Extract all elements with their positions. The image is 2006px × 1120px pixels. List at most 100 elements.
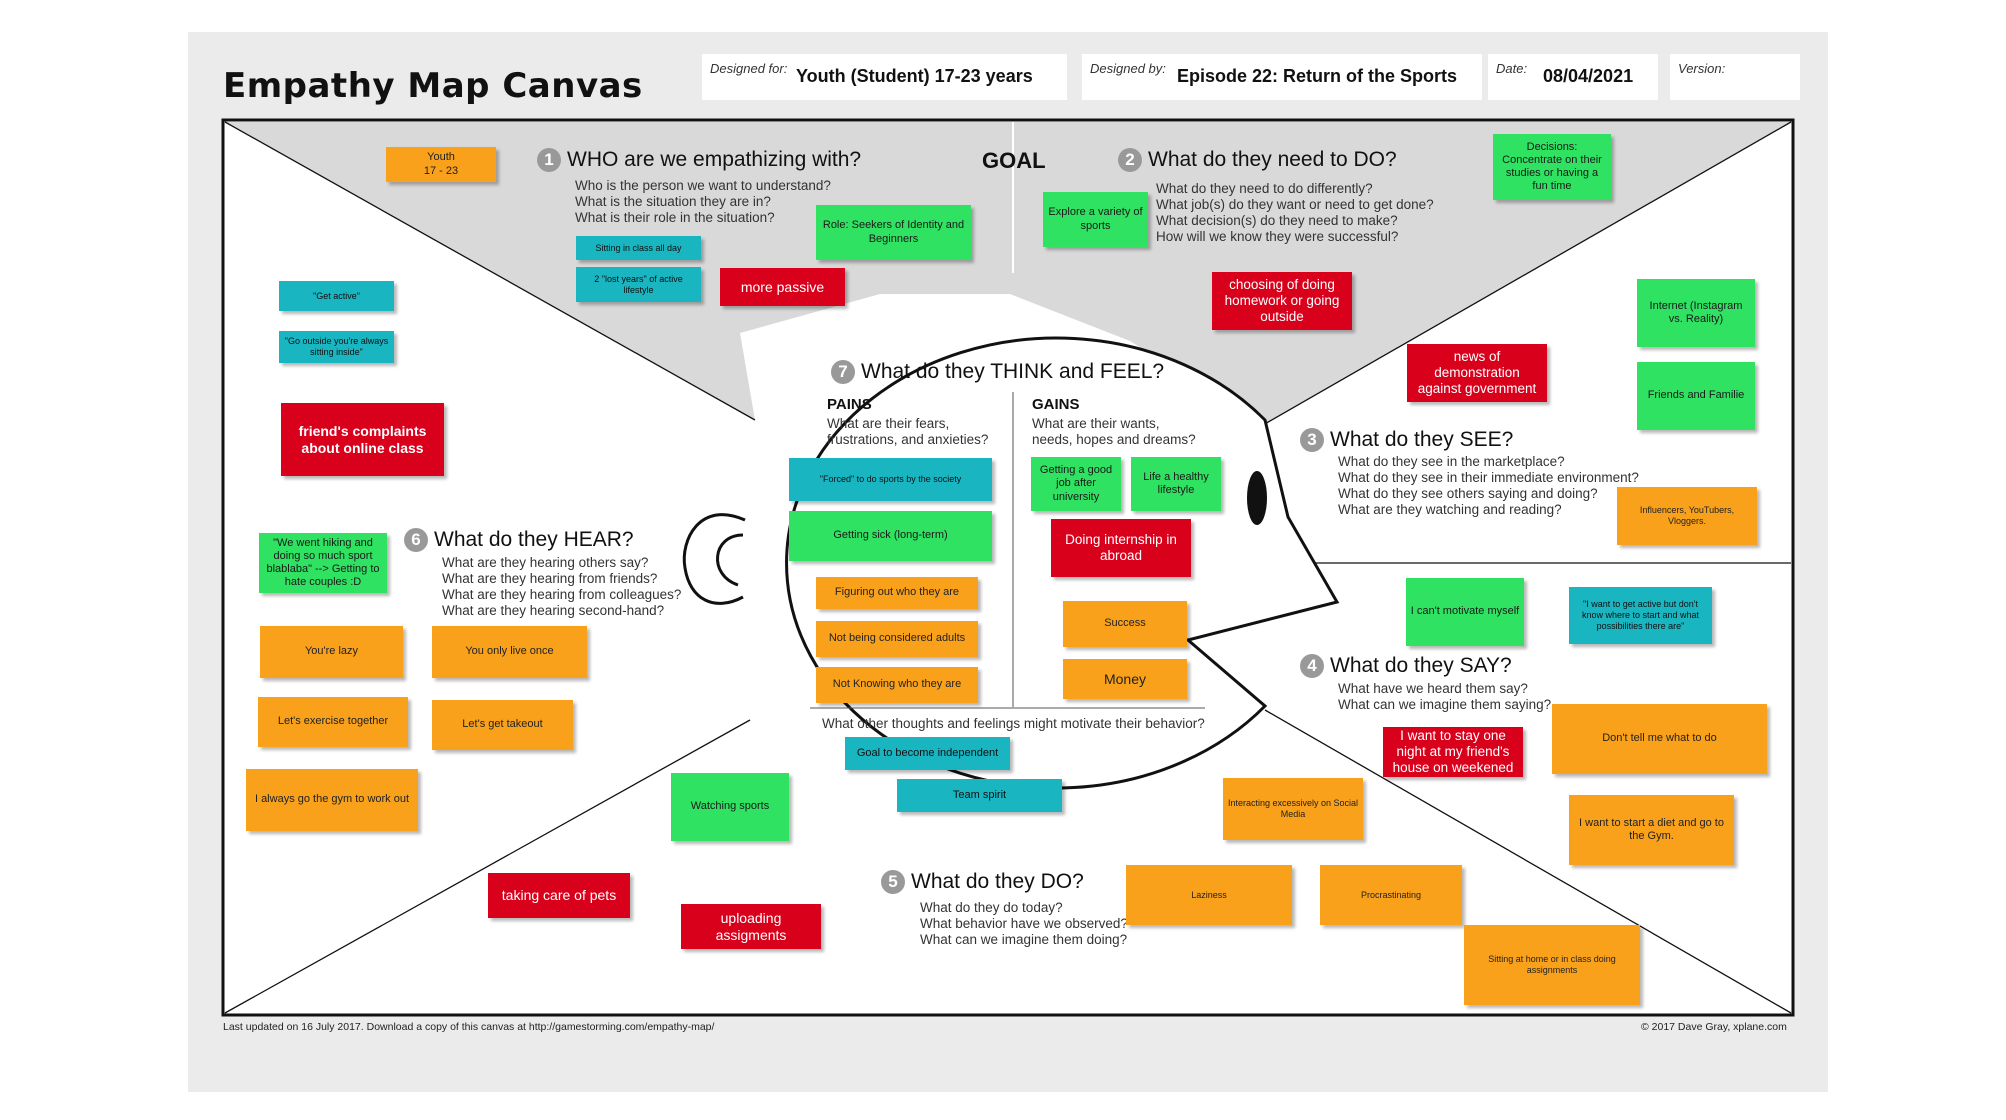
sticky-note[interactable]: Sitting at home or in class doing assign… (1464, 925, 1640, 1005)
sticky-note[interactable]: Watching sports (671, 773, 789, 841)
question: What can we imagine them doing? (920, 932, 1128, 947)
section-title: What do they DO? (911, 870, 1084, 893)
section-number: 1 (537, 148, 561, 172)
section-title: What do they SEE? (1330, 428, 1514, 451)
question: needs, hopes and dreams? (1032, 432, 1196, 447)
section-number: 2 (1118, 148, 1142, 172)
question: What are they watching and reading? (1338, 502, 1562, 517)
sticky-note[interactable]: "Get active" (279, 281, 394, 311)
sticky-note[interactable]: Explore a variety of sports (1043, 192, 1148, 247)
head-eye (1247, 471, 1267, 525)
need-questions: What do they need to do differently? Wha… (1156, 181, 1434, 245)
sticky-note[interactable]: Getting sick (long-term) (789, 511, 992, 561)
designed-by-field[interactable]: Designed by: Episode 22: Return of the S… (1082, 54, 1482, 100)
diagonal-top-left (224, 121, 756, 421)
sticky-note[interactable]: Don't tell me what to do (1552, 704, 1767, 774)
sticky-note[interactable]: I can't motivate myself (1406, 578, 1524, 646)
sticky-note[interactable]: taking care of pets (488, 873, 630, 918)
board-border (221, 118, 1795, 1017)
designed-for-field[interactable]: Designed for: Youth (Student) 17-23 year… (702, 54, 1067, 100)
sticky-note[interactable]: "Forced" to do sports by the society (789, 458, 992, 501)
sticky-note[interactable]: I always go the gym to work out (246, 769, 418, 831)
sticky-note[interactable]: Team spirit (897, 779, 1062, 812)
footer-right: © 2017 Dave Gray, xplane.com (1641, 1021, 1787, 1033)
date-field[interactable]: Date: 08/04/2021 (1488, 54, 1658, 100)
question: What behavior have we observed? (920, 916, 1128, 931)
question: What are they hearing from colleagues? (442, 587, 682, 602)
motivate-question: What other thoughts and feelings might m… (822, 716, 1205, 731)
sticky-note[interactable]: I want to start a diet and go to the Gym… (1569, 795, 1734, 865)
section-number: 4 (1300, 654, 1324, 678)
section-number: 7 (831, 360, 855, 384)
sticky-note[interactable]: news of demonstration against government (1407, 344, 1547, 402)
pains-title: PAINS (827, 396, 872, 413)
section-think-feel: 7 What do they THINK and FEEL? (831, 360, 1164, 384)
sticky-note[interactable]: "I want to get active but don't know whe… (1569, 587, 1712, 644)
version-field[interactable]: Version: (1670, 54, 1800, 100)
question: What do they see others saying and doing… (1338, 486, 1598, 501)
sticky-note[interactable]: Internet (Instagram vs. Reality) (1637, 279, 1755, 347)
sticky-note[interactable]: You only live once (432, 626, 587, 678)
sticky-note[interactable]: Success (1063, 601, 1187, 647)
sticky-note[interactable]: Life a healthy lifestyle (1131, 457, 1221, 511)
sticky-note[interactable]: uploading assigments (681, 904, 821, 949)
section-title: What do they HEAR? (434, 528, 634, 551)
sticky-note[interactable]: Not Knowing who they are (816, 667, 978, 703)
question: What do they see in their immediate envi… (1338, 470, 1639, 485)
question: What have we heard them say? (1338, 681, 1528, 696)
sticky-note[interactable]: 2 "lost years" of active lifestyle (576, 267, 701, 302)
question: What do they need to do differently? (1156, 181, 1373, 196)
sticky-note[interactable]: more passive (720, 268, 845, 306)
sticky-note[interactable]: Money (1063, 659, 1187, 699)
question: What are their fears, (827, 416, 950, 431)
sticky-note[interactable]: Friends and Familie (1637, 362, 1755, 430)
hear-questions: What are they hearing others say? What a… (442, 555, 681, 619)
sticky-note[interactable]: I want to stay one night at my friend's … (1383, 727, 1523, 777)
section-title: What do they SAY? (1330, 654, 1512, 677)
say-questions: What have we heard them say? What can we… (1338, 681, 1551, 713)
sticky-note[interactable]: Procrastinating (1320, 865, 1462, 925)
diagonal-bottom-left (224, 719, 751, 1014)
sticky-note[interactable]: You're lazy (260, 626, 403, 678)
sticky-note[interactable]: Youth 17 - 23 (386, 147, 496, 182)
question: What are they hearing from friends? (442, 571, 658, 586)
sticky-note[interactable]: Let's get takeout (432, 700, 573, 750)
sticky-note[interactable]: Influencers, YouTubers, Vloggers. (1617, 487, 1757, 545)
section-say: 4 What do they SAY? (1300, 654, 1512, 678)
question: What do they see in the marketplace? (1338, 454, 1565, 469)
footer-left: Last updated on 16 July 2017. Download a… (223, 1021, 715, 1033)
section-number: 3 (1300, 428, 1324, 452)
sticky-note[interactable]: friend's complaints about online class (281, 403, 444, 476)
question: Who is the person we want to understand? (575, 178, 831, 193)
gains-title: GAINS (1032, 396, 1080, 413)
designed-by-value: Episode 22: Return of the Sports (1177, 66, 1458, 86)
sticky-note[interactable]: Doing internship in abroad (1051, 519, 1191, 577)
sticky-note[interactable]: Role: Seekers of Identity and Beginners (816, 205, 971, 260)
sticky-note[interactable]: Sitting in class all day (576, 236, 701, 260)
sticky-note[interactable]: choosing of doing homework or going outs… (1212, 272, 1352, 330)
sticky-note[interactable]: Getting a good job after university (1031, 457, 1121, 511)
who-questions: Who is the person we want to understand?… (575, 178, 831, 226)
question: What decision(s) do they need to make? (1156, 213, 1398, 228)
sticky-note[interactable]: Not being considered adults (816, 621, 978, 657)
section-hear: 6 What do they HEAR? (404, 528, 634, 552)
sticky-note[interactable]: Decisions: Concentrate on their studies … (1493, 134, 1611, 200)
question: What can we imagine them saying? (1338, 697, 1552, 712)
section-title: WHO are we empathizing with? (567, 148, 862, 171)
top-band (225, 122, 1791, 425)
do-questions: What do they do today? What behavior hav… (920, 900, 1128, 948)
section-title: What do they THINK and FEEL? (861, 360, 1165, 383)
sticky-note[interactable]: Let's exercise together (258, 697, 408, 747)
sticky-note[interactable]: "We went hiking and doing so much sport … (259, 533, 387, 593)
sticky-note[interactable]: Goal to become independent (845, 737, 1010, 770)
section-number: 6 (404, 528, 428, 552)
sticky-note[interactable]: Laziness (1126, 865, 1292, 925)
section-need: 2 What do they need to DO? (1118, 148, 1397, 172)
sticky-note[interactable]: Interacting excessively on Social Media (1223, 778, 1363, 840)
sticky-note[interactable]: "Go outside you're always sitting inside… (279, 331, 394, 363)
goal-label: GOAL (982, 148, 1046, 173)
page-title: Empathy Map Canvas (223, 66, 643, 106)
sticky-note[interactable]: Figuring out who they are (816, 577, 978, 609)
section-title: What do they need to DO? (1148, 148, 1397, 171)
